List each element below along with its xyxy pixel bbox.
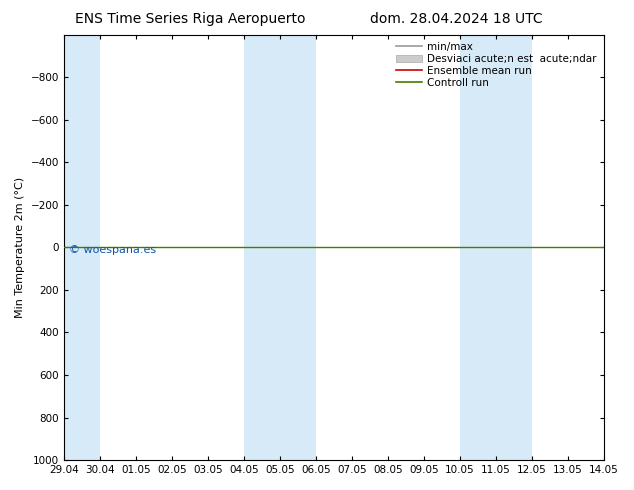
Text: ENS Time Series Riga Aeropuerto: ENS Time Series Riga Aeropuerto <box>75 12 306 26</box>
Text: © woespana.es: © woespana.es <box>69 245 157 255</box>
Legend: min/max, Desviaci acute;n est  acute;ndar, Ensemble mean run, Controll run: min/max, Desviaci acute;n est acute;ndar… <box>392 38 601 92</box>
Y-axis label: Min Temperature 2m (°C): Min Temperature 2m (°C) <box>15 177 25 318</box>
Bar <box>244 35 316 460</box>
Bar <box>460 35 532 460</box>
Bar <box>64 35 100 460</box>
Text: dom. 28.04.2024 18 UTC: dom. 28.04.2024 18 UTC <box>370 12 543 26</box>
